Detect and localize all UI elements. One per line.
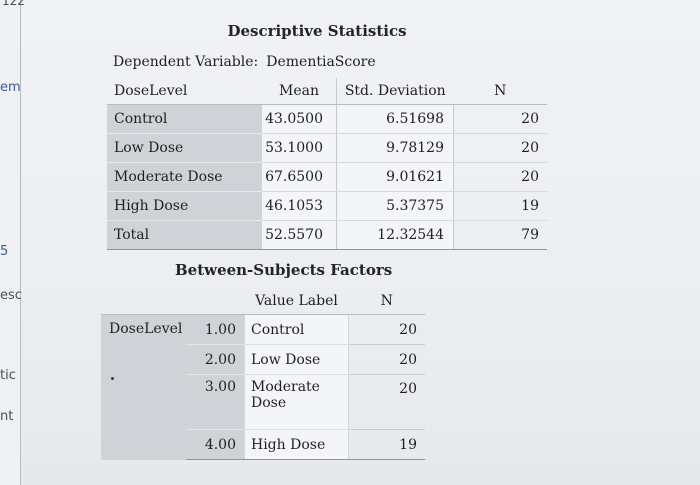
code-cell: 3.00 xyxy=(186,374,245,430)
sd-cell: 9.78129 xyxy=(336,133,454,163)
table-row[interactable]: 4.00 High Dose 19 xyxy=(101,429,425,460)
n-cell: 19 xyxy=(348,429,425,460)
table-row[interactable]: Control 43.0500 6.51698 20 xyxy=(107,104,547,134)
mean-cell: 67.6500 xyxy=(262,162,337,192)
stray-dot xyxy=(111,377,114,380)
n-cell: 20 xyxy=(453,162,547,192)
dependent-variable-label: Dependent Variable: xyxy=(113,54,259,70)
col-header-std-deviation: Std. Deviation xyxy=(336,78,454,105)
fragment-text-5: 5 xyxy=(0,244,9,259)
row-label: Total xyxy=(107,220,262,250)
sd-cell: 5.37375 xyxy=(336,191,454,221)
table-header-row: DoseLevel Mean Std. Deviation N xyxy=(107,78,547,105)
value-label-cell: High Dose xyxy=(244,429,349,460)
factor-label: DoseLevel xyxy=(101,314,186,460)
table-row[interactable]: Moderate Dose 67.6500 9.01621 20 xyxy=(107,162,547,192)
dependent-variable-line: Dependent Variable: DementiaScore xyxy=(113,54,384,70)
row-label: Control xyxy=(107,104,262,134)
row-label: Moderate Dose xyxy=(107,162,262,192)
mean-cell: 46.1053 xyxy=(262,191,337,221)
between-subjects-title: Between-Subjects Factors xyxy=(175,261,393,279)
descriptive-statistics-table[interactable]: DoseLevel Mean Std. Deviation N Control … xyxy=(107,78,547,250)
value-label-line1: Moderate xyxy=(251,379,320,395)
table-row[interactable]: 2.00 Low Dose 20 xyxy=(101,344,425,375)
n-cell: 19 xyxy=(453,191,547,221)
value-label-cell: Control xyxy=(244,314,349,345)
col-header-doselevel: DoseLevel xyxy=(107,78,262,105)
col-header-mean: Mean xyxy=(262,78,337,105)
between-subjects-table[interactable]: Value Label N DoseLevel 1.00 Control 20 … xyxy=(101,287,425,460)
left-pane-edge: 122 em 5 esc tic nt xyxy=(0,0,25,485)
n-cell: 79 xyxy=(453,220,547,250)
sd-cell: 12.32544 xyxy=(336,220,454,250)
dependent-variable-value: DementiaScore xyxy=(266,54,376,70)
sd-cell: 6.51698 xyxy=(336,104,454,134)
row-label: High Dose xyxy=(107,191,262,221)
table-row[interactable]: High Dose 46.1053 5.37375 19 xyxy=(107,191,547,221)
table-row[interactable]: Low Dose 53.1000 9.78129 20 xyxy=(107,133,547,163)
row-label: Low Dose xyxy=(107,133,262,163)
fragment-text-top: 122 xyxy=(2,0,25,8)
col-header-n: N xyxy=(453,78,547,105)
fragment-text-nt: nt xyxy=(0,409,14,424)
code-cell: 4.00 xyxy=(186,429,245,460)
fragment-text-esc: esc xyxy=(0,288,22,303)
mean-cell: 43.0500 xyxy=(262,104,337,134)
n-cell: 20 xyxy=(453,133,547,163)
col-header-value-label: Value Label xyxy=(244,287,349,315)
value-label-cell: Low Dose xyxy=(244,344,349,375)
mean-cell: 52.5570 xyxy=(262,220,337,250)
value-label-cell: Moderate Dose xyxy=(244,374,349,430)
code-cell: 2.00 xyxy=(186,344,245,375)
table-row[interactable]: 3.00 Moderate Dose 20 xyxy=(101,374,425,430)
n-cell: 20 xyxy=(348,314,425,345)
table-row-total[interactable]: Total 52.5570 12.32544 79 xyxy=(107,220,547,250)
n-cell: 20 xyxy=(348,344,425,375)
table-header-row: Value Label N xyxy=(101,287,425,315)
col-header-blank xyxy=(101,287,245,315)
table-row[interactable]: DoseLevel 1.00 Control 20 xyxy=(101,314,425,460)
n-cell: 20 xyxy=(453,104,547,134)
mean-cell: 53.1000 xyxy=(262,133,337,163)
descriptive-title: Descriptive Statistics xyxy=(227,22,407,40)
col-header-n: N xyxy=(348,287,425,315)
sd-cell: 9.01621 xyxy=(336,162,454,192)
value-label-line2: Dose xyxy=(251,395,287,411)
code-cell: 1.00 xyxy=(186,314,245,345)
fragment-text-tic: tic xyxy=(0,368,16,383)
n-cell: 20 xyxy=(348,374,425,430)
fragment-text-em: em xyxy=(0,80,21,95)
